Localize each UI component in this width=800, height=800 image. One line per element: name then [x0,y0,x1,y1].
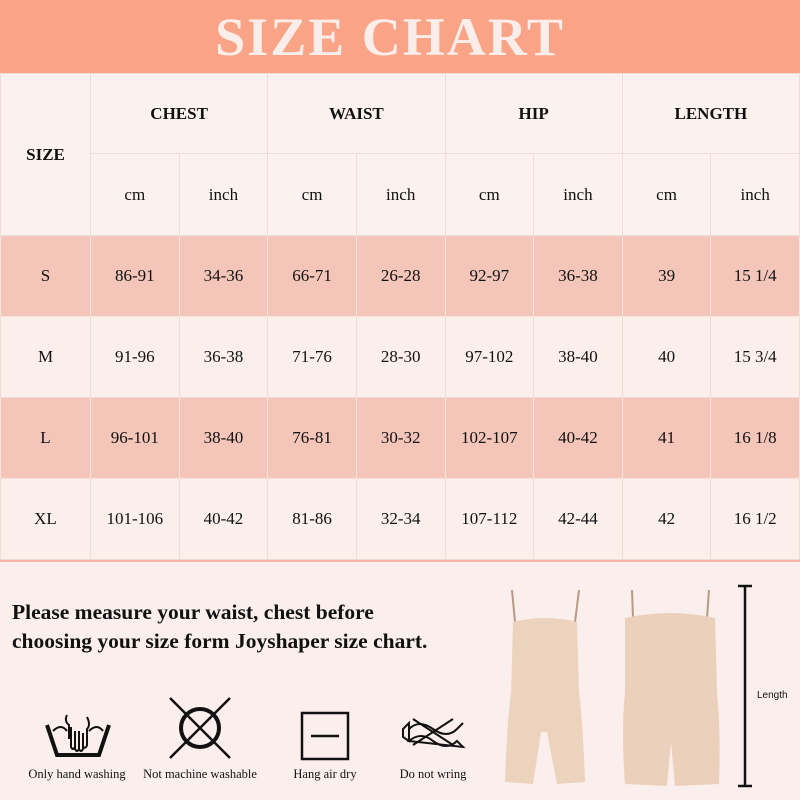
value-cell: 81-86 [267,478,357,560]
care-label: Hang air dry [293,767,357,781]
care-hang-dry: Hang air dry [260,705,390,782]
group-header: WAIST [267,73,446,154]
unit-header: cm [621,153,712,236]
care-label: Do not wring [399,767,467,781]
header-row: SIZE CHEST WAIST HIP LENGTH [0,73,800,236]
value-cell: 101-106 [90,478,180,560]
value-cell: 71-76 [267,316,357,398]
value-cell: 40 [621,316,712,398]
size-cell: S [0,235,91,317]
value-cell: 30-32 [355,397,446,479]
size-cell: M [0,316,91,398]
no-machine-wash-icon [169,697,231,759]
value-cell: 16 1/2 [710,478,800,560]
size-header: SIZE [0,73,91,236]
value-cell: 36-38 [533,235,623,317]
unit-header: cm [267,153,357,236]
value-cell: 39 [621,235,712,317]
unit-header: inch [178,153,269,236]
group-header: LENGTH [621,73,800,154]
unit-header: inch [533,153,623,236]
table-row: XL 101-106 40-42 81-86 32-34 107-112 42-44 42 16… [0,478,800,560]
product-images [505,589,720,786]
care-no-machine: Not machine washable [135,697,265,782]
value-cell: 76-81 [267,397,357,479]
value-cell: 34-36 [178,235,269,317]
length-measure-bar [738,584,752,788]
value-cell: 16 1/8 [710,397,800,479]
unit-header: cm [90,153,180,236]
bodysuit-back-image [623,589,720,786]
value-cell: 40-42 [533,397,623,479]
length-label: Length [757,690,788,701]
unit-header: cm [444,153,535,236]
table-row: S 86-91 34-36 66-71 26-28 92-97 36-38 39 15 1/4 [0,235,800,317]
value-cell: 38-40 [178,397,269,479]
value-cell: 96-101 [90,397,180,479]
value-cell: 107-112 [444,478,535,560]
unit-header: inch [710,153,800,236]
care-no-wring: Do not wring [368,705,498,782]
group-header: CHEST [89,73,269,154]
unit-header: inch [355,153,446,236]
value-cell: 36-38 [178,316,269,398]
table-row: L 96-101 38-40 76-81 30-32 102-107 40-42 41 16 1… [0,397,800,479]
value-cell: 42-44 [533,478,623,560]
value-cell: 32-34 [355,478,446,560]
care-label: Not machine washable [143,767,257,781]
value-cell: 26-28 [355,235,446,317]
value-cell: 97-102 [444,316,535,398]
value-cell: 28-30 [355,316,446,398]
title-banner: SIZE CHART [0,0,800,73]
page-title: SIZE CHART [215,6,565,67]
value-cell: 41 [621,397,712,479]
value-cell: 86-91 [90,235,180,317]
value-cell: 66-71 [267,235,357,317]
hang-dry-icon [300,711,350,761]
measure-note: Please measure your waist, chest before … [12,598,427,656]
table-row: M 91-96 36-38 71-76 28-30 97-102 38-40 40 15 3/4 [0,316,800,398]
hand-wash-icon [45,714,111,757]
size-cell: L [0,397,91,479]
value-cell: 40-42 [178,478,269,560]
value-cell: 15 3/4 [710,316,800,398]
note-line: Please measure your waist, chest before [12,600,374,624]
note-line: choosing your size form Joyshaper size c… [12,629,428,653]
value-cell: 15 1/4 [710,235,800,317]
value-cell: 91-96 [90,316,180,398]
value-cell: 92-97 [444,235,535,317]
unit-row: cm inch cm inch cm inch cm inch [1,153,800,236]
value-cell: 42 [621,478,712,560]
value-cell: 102-107 [444,397,535,479]
size-cell: XL [0,478,91,560]
group-header: HIP [444,73,623,154]
care-label: Only hand washing [28,767,126,781]
care-hand-wash: Only hand washing [12,705,142,782]
value-cell: 38-40 [533,316,623,398]
bodysuit-front-image [505,589,585,784]
no-wring-icon [402,718,466,749]
size-table: SIZE CHEST WAIST HIP LENGTH cm inch cm inch… [0,73,800,560]
